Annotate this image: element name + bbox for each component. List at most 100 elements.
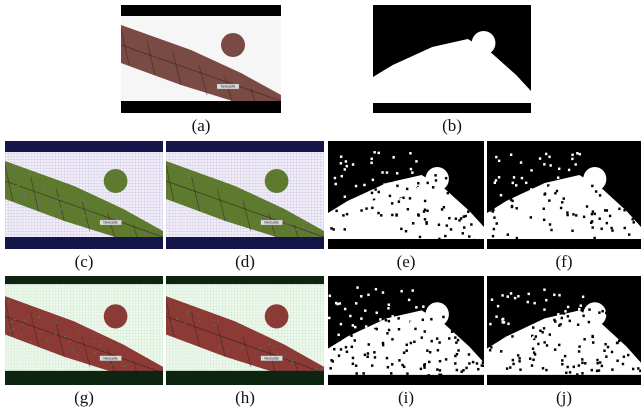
mask-noise — [392, 156, 394, 159]
mask-noise — [367, 294, 369, 297]
mask-noise — [549, 186, 551, 189]
bottom-bar — [5, 371, 163, 385]
noise — [39, 316, 41, 317]
noise — [99, 345, 101, 346]
mask-noise — [554, 192, 556, 195]
mask-noise — [368, 343, 370, 346]
mask-noise — [419, 236, 421, 239]
mask-noise — [362, 372, 364, 375]
mask-noise — [381, 192, 383, 195]
mask-noise — [423, 364, 425, 367]
mask-noise — [463, 226, 465, 229]
noise — [30, 341, 32, 342]
mask-noise — [500, 194, 502, 197]
mask-noise — [354, 339, 356, 342]
noise — [17, 185, 19, 186]
noise — [197, 315, 199, 316]
mask-noise — [415, 306, 417, 309]
mask-noise — [436, 337, 438, 340]
mask-noise — [434, 174, 436, 177]
mask-noise — [373, 151, 375, 154]
mask-noise — [352, 175, 354, 178]
mask-noise — [463, 306, 465, 309]
panel-image: Newcastle — [5, 276, 163, 387]
mask-noise — [398, 328, 400, 331]
mask-noise — [462, 232, 464, 235]
mask-noise — [543, 193, 545, 196]
mask-noise — [439, 360, 441, 363]
mask-noise — [355, 302, 357, 305]
mask-noise — [553, 312, 555, 315]
mask-noise — [512, 359, 514, 362]
noise — [38, 317, 40, 318]
mask-noise — [336, 190, 338, 193]
noise — [7, 168, 9, 169]
mask-noise — [346, 213, 348, 216]
mask-noise — [532, 326, 534, 329]
mask-noise — [612, 313, 614, 316]
mask-noise — [373, 309, 375, 312]
mask-noise — [401, 364, 403, 367]
mask-noise — [553, 189, 555, 192]
mask-noise — [599, 194, 601, 197]
mask-noise — [423, 210, 425, 213]
noise — [43, 190, 45, 191]
mask-noise — [482, 361, 484, 364]
mask-noise — [379, 318, 381, 321]
mask-noise — [361, 179, 363, 182]
mask-noise — [468, 362, 470, 365]
mask-noise — [539, 329, 541, 332]
mask-noise — [329, 367, 331, 370]
mask-noise — [514, 297, 516, 300]
mask-noise — [426, 349, 428, 352]
mask-noise — [621, 332, 623, 335]
mask-noise — [423, 366, 425, 369]
mask-noise — [481, 355, 483, 358]
noise — [24, 194, 26, 195]
mask-noise — [514, 308, 516, 311]
mask-noise — [492, 210, 494, 213]
mask-noise — [371, 327, 373, 330]
mask-noise — [355, 372, 357, 375]
mask-noise — [415, 160, 417, 163]
mask-noise — [606, 222, 608, 225]
noise — [8, 301, 10, 302]
mask-noise — [554, 348, 556, 351]
noise — [21, 323, 23, 324]
mask-noise — [504, 328, 506, 331]
mask-noise — [442, 316, 444, 319]
noise — [218, 347, 220, 348]
mask-noise — [493, 228, 495, 231]
mask-noise — [352, 363, 354, 366]
mask-noise — [431, 340, 433, 343]
mask-noise — [349, 315, 351, 318]
mask-noise — [371, 192, 373, 195]
mask-noise — [517, 295, 519, 298]
mask-noise — [578, 345, 580, 348]
mask-noise — [439, 369, 441, 372]
mask-noise — [328, 317, 330, 320]
mask-noise — [557, 313, 559, 316]
mask-noise — [588, 308, 590, 311]
mask-noise — [638, 185, 640, 188]
mask-noise — [415, 184, 417, 187]
mask-noise — [432, 186, 434, 189]
mask-noise — [405, 349, 407, 352]
mask-noise — [366, 356, 368, 359]
noise — [186, 314, 188, 315]
mask-noise — [572, 213, 574, 216]
mask-noise — [512, 363, 514, 366]
noise — [24, 196, 26, 197]
mask-noise — [562, 184, 564, 187]
mask-noise — [488, 174, 490, 177]
mask-noise — [372, 179, 374, 182]
noise — [93, 341, 95, 342]
mask-noise — [427, 374, 429, 377]
mask-noise — [528, 198, 530, 201]
mask-noise — [424, 200, 426, 203]
noise — [172, 323, 174, 324]
noise — [277, 353, 279, 354]
mask-noise — [406, 188, 408, 191]
mask-noise — [545, 299, 547, 302]
mask-noise — [632, 368, 634, 371]
